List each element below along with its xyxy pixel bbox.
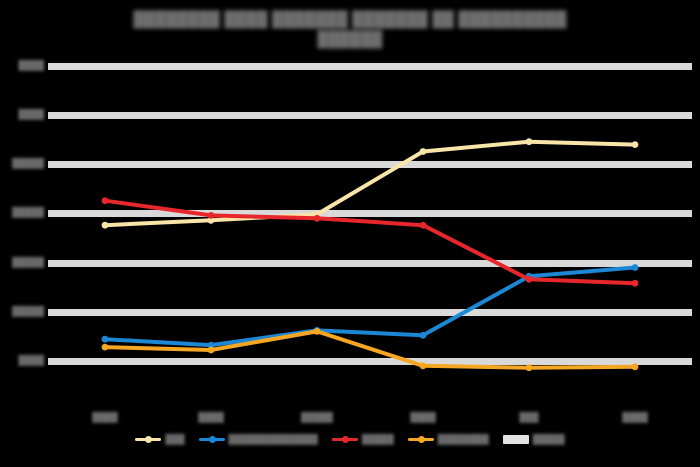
y-axis-tick-label: █████ (12, 256, 44, 267)
x-axis-tick-label: ███ (519, 412, 539, 422)
series-lines (101, 138, 639, 372)
series-line (103, 139, 637, 228)
x-axis-tick-label: ████ (410, 412, 436, 422)
x-axis-tick-label: ████ (622, 412, 648, 422)
data-point-marker (101, 197, 109, 205)
data-point-marker (313, 328, 321, 335)
legend-label: ███ (165, 434, 185, 444)
series-line (103, 265, 637, 348)
plot-area (48, 63, 692, 410)
legend-swatch-icon (407, 435, 434, 444)
data-point-marker (419, 148, 427, 155)
data-point-marker (207, 346, 215, 354)
data-point-marker (525, 364, 533, 372)
chart-title: ████████ ████ ███████ ███████ ██ ███████… (133, 11, 567, 48)
data-point-marker (419, 362, 427, 370)
legend-swatch-icon (198, 435, 225, 444)
y-axis-tick-label: █████ (12, 158, 44, 169)
gridline (48, 210, 692, 218)
legend-item[interactable]: █████ (502, 434, 565, 444)
legend-label: ████████ (437, 434, 489, 444)
gridline (48, 308, 692, 316)
y-axis-tick-label: ████ (18, 60, 44, 70)
gridline (48, 357, 692, 365)
x-axis-tick-label: ████ (198, 412, 224, 422)
data-point-marker (207, 212, 215, 219)
legend-swatch-icon (135, 435, 162, 444)
data-point-marker (419, 331, 427, 339)
y-axis-tick-label: ████ (18, 354, 44, 365)
data-point-marker (419, 221, 427, 229)
legend-item[interactable]: ██████████████ (198, 434, 318, 444)
legend-label: █████ (361, 434, 394, 444)
gridline (48, 112, 692, 120)
legend-label: █████ (532, 434, 565, 444)
data-point-marker (525, 138, 533, 146)
data-point-marker (101, 221, 109, 229)
data-point-marker (631, 141, 639, 148)
data-point-marker (631, 279, 639, 287)
x-axis-tick-label: ████ (92, 412, 118, 422)
x-axis-tick-label: █████ (301, 412, 333, 422)
gridline (48, 259, 692, 267)
data-point-marker (207, 216, 215, 224)
legend-label: ██████████████ (228, 434, 318, 444)
series-line (103, 329, 637, 370)
data-point-marker (101, 335, 109, 343)
data-point-marker (207, 341, 215, 349)
chart-legend: ███ ██████████████ █████ ████████ █████ (0, 434, 700, 444)
y-axis-tick-label: █████ (12, 305, 44, 316)
data-point-marker (525, 275, 533, 283)
data-point-marker (313, 214, 321, 222)
legend-swatch-icon (331, 435, 358, 444)
legend-item[interactable]: ███ (135, 434, 185, 444)
y-axis-tick-label: █████ (12, 207, 44, 218)
legend-swatch-icon (502, 434, 529, 444)
legend-item[interactable]: ████████ (407, 434, 489, 444)
y-axis-tick-label: ████ (18, 109, 44, 120)
legend-item[interactable]: █████ (331, 434, 394, 444)
data-point-marker (631, 363, 639, 371)
series-line (103, 198, 637, 286)
gridline (48, 63, 692, 70)
data-point-marker (101, 343, 109, 351)
data-point-marker (631, 264, 639, 271)
gridline (48, 161, 692, 169)
